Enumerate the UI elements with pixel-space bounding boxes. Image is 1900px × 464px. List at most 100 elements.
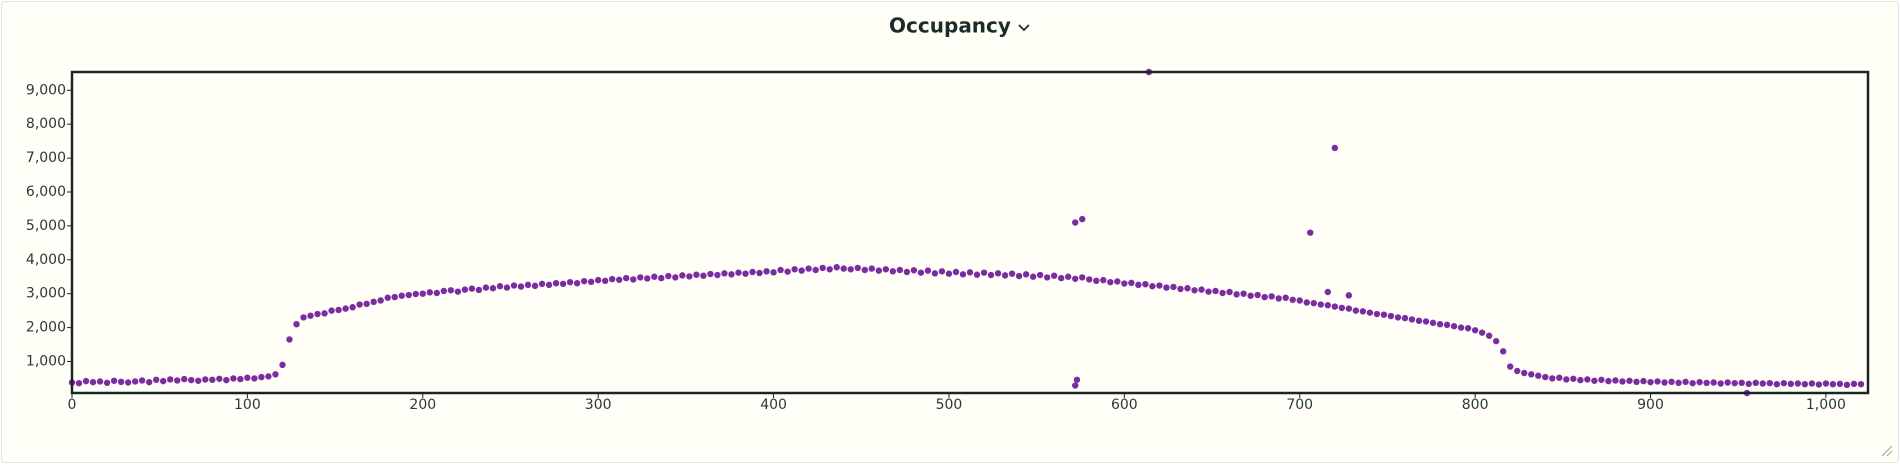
point (230, 375, 237, 382)
point (938, 268, 946, 275)
point (931, 270, 939, 277)
point (391, 293, 398, 301)
point (1191, 287, 1198, 294)
point (356, 301, 363, 308)
point (1759, 380, 1766, 387)
point (1289, 296, 1296, 303)
point (510, 282, 518, 289)
x-tick-label: 300 (585, 397, 612, 413)
point (1794, 380, 1802, 387)
point (1212, 287, 1219, 295)
resize-handle[interactable] (1881, 445, 1893, 457)
point (1008, 270, 1016, 277)
x-tick-label: 1,000 (1806, 397, 1846, 413)
point (1331, 303, 1339, 310)
point (1584, 376, 1591, 383)
point (651, 273, 658, 280)
point (987, 271, 995, 279)
point (1731, 379, 1738, 387)
point (840, 265, 847, 272)
point (1107, 278, 1114, 286)
point (75, 379, 83, 387)
point (1373, 310, 1381, 318)
point (994, 270, 1002, 277)
chart-title[interactable]: Occupancy (889, 14, 1011, 38)
point (1850, 380, 1858, 388)
point (145, 378, 153, 386)
point (1717, 380, 1724, 387)
y-tick-label: 4,000 (26, 252, 66, 268)
y-tick-label: 2,000 (26, 320, 66, 336)
point (623, 274, 630, 282)
point (1324, 288, 1331, 296)
x-tick-label: 100 (234, 397, 261, 413)
x-tick-label: 0 (68, 397, 77, 413)
point (181, 375, 188, 383)
point (812, 266, 819, 274)
point (1114, 278, 1121, 285)
point (1268, 293, 1275, 300)
point (454, 288, 462, 295)
point (1401, 314, 1409, 322)
point (209, 376, 216, 383)
point (910, 267, 918, 274)
point (952, 268, 960, 276)
point (1745, 380, 1752, 388)
title-chevron[interactable] (1018, 24, 1030, 32)
point (980, 269, 988, 276)
point (1703, 379, 1710, 387)
point (96, 378, 104, 385)
point (1156, 282, 1163, 289)
point (265, 373, 272, 380)
point (587, 278, 595, 286)
point (756, 269, 763, 277)
point (1015, 272, 1023, 280)
point (1598, 376, 1605, 383)
point (1815, 381, 1823, 388)
y-tick-label: 5,000 (26, 218, 66, 234)
point (1507, 363, 1514, 370)
point (1457, 324, 1465, 331)
point (1780, 379, 1788, 387)
point (742, 270, 749, 277)
point (1050, 272, 1058, 279)
point (1696, 378, 1703, 386)
point (1478, 329, 1486, 336)
point (1240, 290, 1247, 297)
point (1226, 288, 1233, 296)
point (1219, 289, 1226, 297)
point (1093, 277, 1100, 285)
point (1808, 380, 1816, 387)
point (1787, 380, 1795, 388)
x-tick-label: 200 (409, 397, 436, 413)
point (1415, 317, 1423, 325)
point (861, 266, 868, 274)
point (1528, 371, 1535, 378)
point (1338, 304, 1346, 312)
point (328, 307, 335, 314)
point (1619, 378, 1626, 385)
point (342, 305, 349, 312)
point (1549, 375, 1556, 382)
point (868, 265, 875, 272)
point (1499, 348, 1507, 355)
point (1275, 295, 1282, 302)
point (258, 373, 265, 381)
point (1542, 373, 1549, 381)
y-tick-label: 8,000 (26, 116, 66, 132)
point (110, 377, 118, 384)
point (300, 314, 307, 321)
point (896, 266, 904, 274)
point (503, 284, 511, 291)
x-tick-label: 700 (1286, 397, 1313, 413)
point (580, 277, 588, 285)
point (1317, 301, 1324, 308)
point (447, 287, 455, 294)
point (398, 292, 405, 299)
point (1058, 274, 1065, 282)
point (1535, 372, 1542, 379)
point (1640, 377, 1647, 385)
point (370, 298, 377, 306)
y-tick-label: 9,000 (26, 82, 66, 98)
x-tick-label: 900 (1637, 397, 1664, 413)
